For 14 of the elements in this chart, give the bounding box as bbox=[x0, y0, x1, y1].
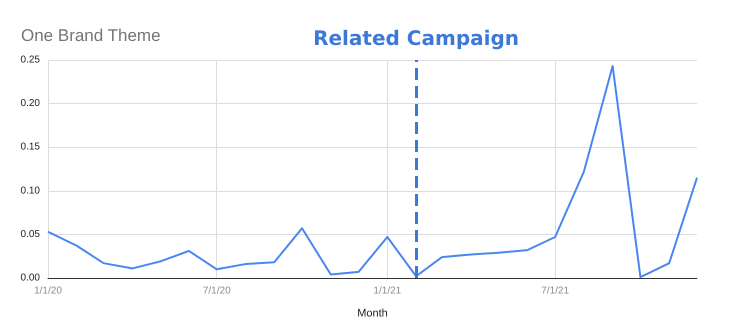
line-series bbox=[47, 65, 698, 278]
x-tick-label: 1/1/20 bbox=[34, 286, 62, 296]
x-tick-label: 7/1/21 bbox=[541, 286, 570, 296]
y-tick-label: 0.15 bbox=[20, 142, 40, 153]
x-tick-label: 1/1/21 bbox=[373, 286, 402, 296]
ref-line-label: Related Campaign bbox=[313, 26, 520, 50]
x-tick-label: 7/1/20 bbox=[202, 286, 232, 296]
x-axis-title: Month bbox=[357, 308, 388, 320]
y-tick-label: 0.25 bbox=[20, 54, 40, 66]
y-tick-label: 0.05 bbox=[20, 228, 40, 240]
chart-title: One Brand Theme bbox=[21, 26, 161, 45]
y-tick-label: 0.10 bbox=[20, 185, 40, 196]
y-tick-label: 0.00 bbox=[20, 272, 40, 284]
y-tick-label: 0.20 bbox=[20, 98, 40, 110]
